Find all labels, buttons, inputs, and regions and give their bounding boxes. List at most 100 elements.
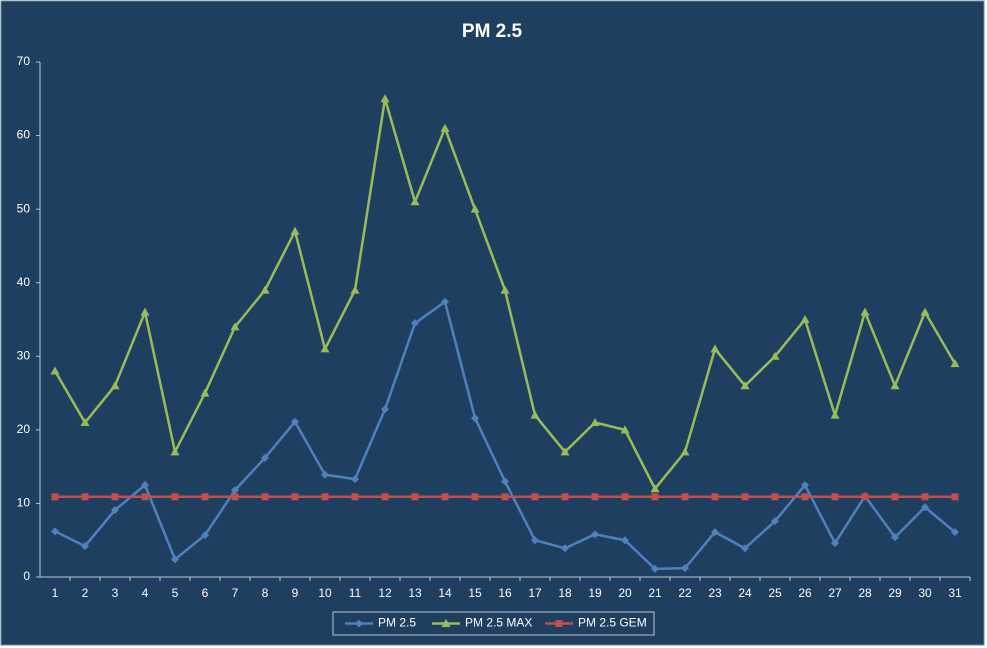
marker [620,425,630,434]
x-tick-label: 30 [918,586,932,600]
marker [651,564,659,573]
marker [261,493,269,501]
marker [381,493,389,501]
marker [231,493,239,501]
marker [741,544,749,553]
marker [355,619,363,628]
x-tick-label: 6 [202,586,209,600]
legend-label: PM 2.5 [378,616,416,630]
marker [51,493,59,501]
marker [531,493,539,501]
x-tick-label: 27 [828,586,842,600]
marker [381,405,389,414]
y-tick-label: 70 [17,54,31,68]
marker [470,204,480,213]
marker [261,453,269,462]
marker [201,493,209,501]
x-tick-label: 8 [262,586,269,600]
marker [350,285,360,294]
marker [950,359,960,368]
marker [81,493,89,501]
marker [290,226,300,235]
marker [321,493,329,501]
marker [291,493,299,501]
marker [171,493,179,501]
marker [501,493,509,501]
marker [80,418,90,426]
marker [651,493,659,501]
marker [441,619,451,627]
marker [441,297,449,306]
marker [291,417,299,426]
marker [800,315,810,323]
legend-label: PM 2.5 GEM [578,616,647,630]
marker [801,493,809,501]
marker [321,470,329,479]
y-tick-label: 50 [17,201,31,215]
marker [501,477,509,486]
marker [890,381,900,390]
x-tick-label: 4 [142,586,149,600]
marker [770,351,780,360]
x-tick-label: 16 [498,586,512,600]
marker [740,381,750,390]
marker [260,285,270,294]
x-tick-label: 9 [292,586,299,600]
marker [590,418,600,426]
marker [201,531,209,540]
marker [51,527,59,536]
marker [471,493,479,501]
marker [830,410,840,419]
marker [140,307,150,316]
marker [921,493,929,501]
marker [171,555,179,564]
x-tick-label: 29 [888,586,902,600]
marker [170,447,180,456]
marker [561,493,569,501]
x-tick-label: 21 [648,586,662,600]
x-tick-label: 18 [558,586,572,600]
marker [801,481,809,490]
marker [200,388,210,397]
marker [951,493,959,501]
legend: PM 2.5 PM 2.5 MAX PM 2.5 GEM [332,611,655,636]
marker [531,536,539,545]
y-tick-label: 0 [23,569,30,583]
marker [741,493,749,501]
marker [411,319,419,328]
y-tick-label: 10 [17,496,31,510]
x-tick-label: 13 [408,586,422,600]
marker [230,322,240,331]
x-tick-label: 5 [172,586,179,600]
x-tick-label: 10 [318,586,332,600]
x-tick-label: 19 [588,586,602,600]
x-tick-label: 11 [349,586,362,600]
marker [111,493,119,501]
marker [680,447,690,456]
marker [561,544,569,553]
x-tick-label: 22 [678,586,692,600]
marker [441,493,449,501]
marker [891,533,899,542]
marker [711,528,719,537]
marker [650,484,660,493]
marker [530,410,540,419]
x-tick-label: 1 [52,586,59,600]
marker [681,564,689,573]
marker [771,517,779,526]
marker [500,285,510,294]
x-tick-label: 17 [528,586,542,600]
marker [891,493,899,501]
marker [921,503,929,512]
marker [111,506,119,515]
marker [141,481,149,490]
marker [710,344,720,353]
marker [351,493,359,501]
marker [831,493,839,501]
marker [320,344,330,353]
marker [50,366,60,375]
x-tick-label: 15 [468,586,482,600]
marker [621,536,629,545]
